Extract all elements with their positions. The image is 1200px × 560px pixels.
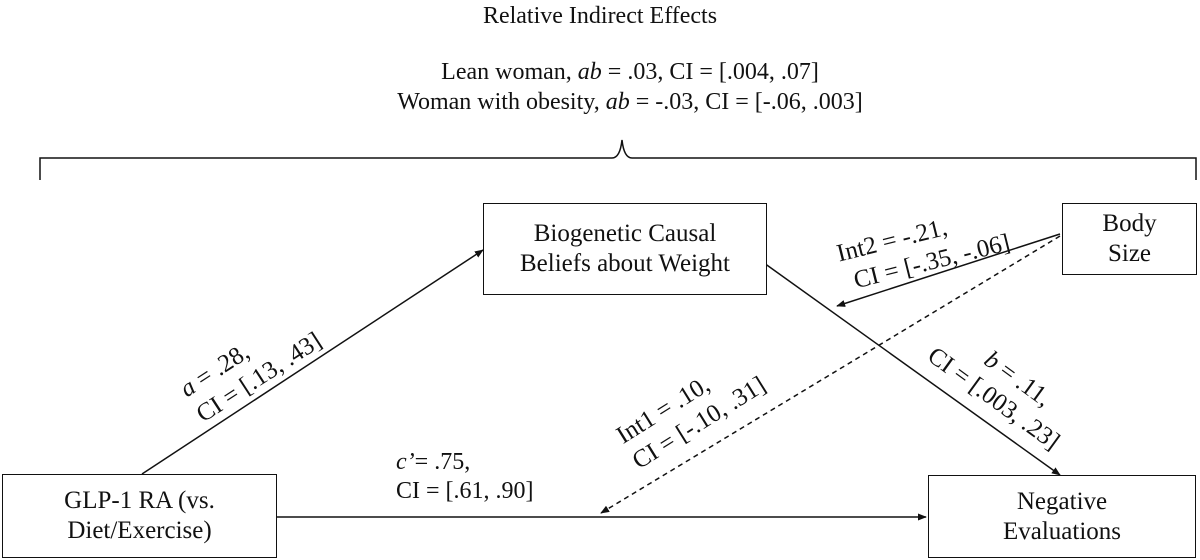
lean-woman-ab: ab bbox=[577, 59, 602, 85]
moderator-label-line2: Size bbox=[1107, 240, 1152, 267]
obesity-woman-effect: Woman with obesity, ab = -.03, CI = [-.0… bbox=[300, 88, 960, 117]
lean-woman-effect: Lean woman, ab = .03, CI = [.004, .07] bbox=[300, 58, 960, 87]
path-b-arrow bbox=[749, 252, 1061, 476]
path-a-arrow bbox=[141, 249, 484, 475]
obesity-woman-label: Woman with obesity, bbox=[397, 89, 606, 115]
predictor-box: GLP-1 RA (vs. Diet/Exercise) bbox=[2, 474, 277, 558]
path-c-value: = .75, bbox=[414, 449, 471, 475]
mediator-label-line1: Biogenetic Causal bbox=[533, 220, 717, 247]
outcome-label-line2: Evaluations bbox=[1002, 517, 1122, 545]
outcome-box: Negative Evaluations bbox=[928, 475, 1196, 558]
lean-woman-label: Lean woman, bbox=[441, 59, 578, 85]
outcome-label-line1: Negative bbox=[1016, 487, 1108, 515]
int2-arrow bbox=[836, 233, 1061, 307]
obesity-woman-values: = -.03, CI = [-.06, .003] bbox=[629, 89, 863, 115]
moderator-label-line1: Body bbox=[1102, 210, 1157, 237]
path-c-ci: CI = [.61, .90] bbox=[396, 477, 534, 504]
mediator-box: Biogenetic Causal Beliefs about Weight bbox=[483, 203, 767, 295]
predictor-label-line2: Diet/Exercise) bbox=[67, 517, 212, 544]
mediator-label-line2: Beliefs about Weight bbox=[520, 250, 730, 277]
summary-brace bbox=[39, 139, 1197, 180]
path-c-symbol: c’ bbox=[396, 449, 415, 475]
obesity-woman-ab: ab bbox=[605, 89, 630, 115]
lean-woman-values: = .03, CI = [.004, .07] bbox=[601, 59, 819, 85]
path-c-label: c’= .75, CI = [.61, .90] bbox=[396, 448, 534, 506]
indirect-effects-title: Relative Indirect Effects bbox=[482, 3, 718, 29]
path-c-coefficient: c’= .75, bbox=[396, 448, 534, 477]
predictor-label-line1: GLP-1 RA (vs. bbox=[64, 487, 215, 514]
moderator-box: Body Size bbox=[1062, 203, 1197, 275]
